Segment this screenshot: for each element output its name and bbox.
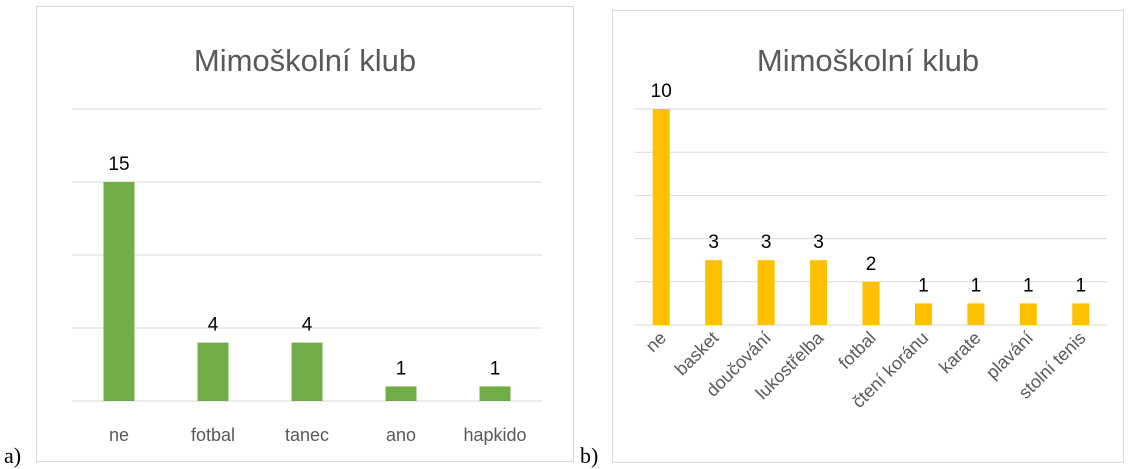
chart-b-title: Mimoškolní klub: [756, 43, 980, 78]
chart-a-plot: 15 ne 4 fotbal 4 tanec 1 ano 1 hapkido: [72, 108, 542, 445]
bar-1-0: [652, 109, 670, 325]
data-label-0-1: 4: [208, 315, 219, 336]
bar-1-5: [914, 303, 932, 325]
tick-label-0-0: ne: [109, 425, 129, 445]
bar-0-0: [103, 182, 135, 401]
tick-label-1-0: ne: [642, 328, 670, 356]
bar-1-1: [705, 260, 723, 325]
bar-0-1: [197, 342, 229, 401]
chart-b-plot: 10ne3basket3doučování3lukostřelba2fotbal…: [635, 81, 1107, 412]
chart-b: Mimoškolní klub 10 ne 3 basket 3 doučování 3 lu…: [612, 10, 1124, 463]
data-label-0-2: 4: [302, 315, 313, 336]
panel-label-a: a): [4, 443, 22, 468]
data-label-0-0: 15: [108, 154, 129, 175]
tick-label-1-4: fotbal: [835, 328, 880, 373]
panel-label-b: b): [580, 443, 599, 468]
bar-1-6: [967, 303, 985, 325]
bar-1-3: [810, 260, 828, 325]
tick-label-1-6: karate: [935, 328, 985, 378]
data-label-1-5: 1: [918, 275, 929, 296]
data-label-1-2: 3: [761, 232, 772, 253]
data-label-1-7: 1: [1023, 275, 1034, 296]
chart-a-title: Mimoškolní klub: [193, 43, 417, 78]
data-label-0-4: 1: [490, 358, 501, 379]
data-label-1-1: 3: [708, 232, 719, 253]
data-label-0-3: 1: [396, 358, 407, 379]
chart-a: Mimoškolní klub 15 ne 4 fotbal 4 tanec 1 ano 1 ha…: [36, 6, 574, 462]
bar-0-4: [479, 386, 511, 401]
tick-label-0-4: hapkido: [463, 425, 526, 445]
data-label-1-8: 1: [1075, 275, 1086, 296]
bar-1-2: [757, 260, 775, 325]
tick-label-0-1: fotbal: [191, 425, 235, 445]
bar-1-7: [1019, 303, 1037, 325]
data-label-1-4: 2: [866, 254, 877, 275]
bar-1-4: [862, 281, 880, 325]
tick-label-0-2: tanec: [285, 425, 329, 445]
tick-label-1-1: basket: [671, 328, 723, 380]
bar-0-3: [385, 386, 417, 401]
data-label-1-6: 1: [971, 275, 982, 296]
tick-label-0-3: ano: [386, 425, 416, 445]
bar-1-8: [1072, 303, 1090, 325]
bar-0-2: [291, 342, 323, 401]
data-label-1-3: 3: [813, 232, 824, 253]
data-label-1-0: 10: [651, 81, 672, 102]
